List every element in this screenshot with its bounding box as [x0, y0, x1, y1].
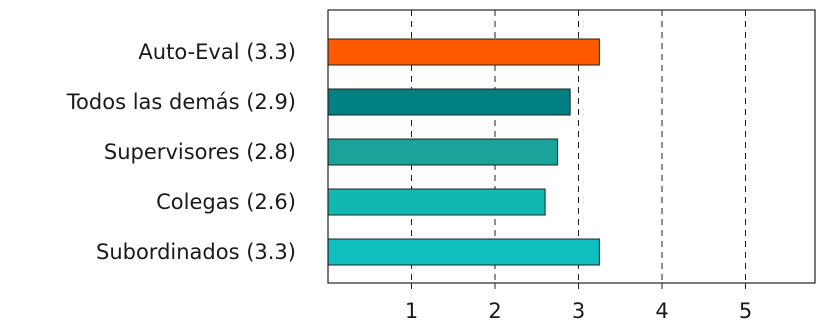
x-tick-label: 4	[655, 299, 668, 323]
category-labels: Auto-Eval (3.3) Todos las demás (2.9) Supe…	[66, 40, 296, 264]
x-tick-label: 5	[739, 299, 752, 323]
x-tick-label: 3	[572, 299, 585, 323]
x-tick-label: 1	[405, 299, 418, 323]
x-tick-labels: 1 2 3 4 5	[405, 299, 752, 323]
bar	[327, 88, 571, 116]
x-tick-label: 2	[488, 299, 501, 323]
bar	[327, 38, 600, 66]
bar	[327, 138, 559, 166]
bar	[327, 188, 546, 216]
bars	[327, 38, 600, 266]
bar	[327, 238, 600, 266]
plot-frame	[327, 9, 816, 284]
category-label: Subordinados (3.3)	[96, 240, 296, 264]
category-label: Todos las demás (2.9)	[66, 90, 296, 114]
category-label: Colegas (2.6)	[156, 190, 296, 214]
category-label: Supervisores (2.8)	[104, 140, 296, 164]
category-label: Auto-Eval (3.3)	[138, 40, 296, 64]
